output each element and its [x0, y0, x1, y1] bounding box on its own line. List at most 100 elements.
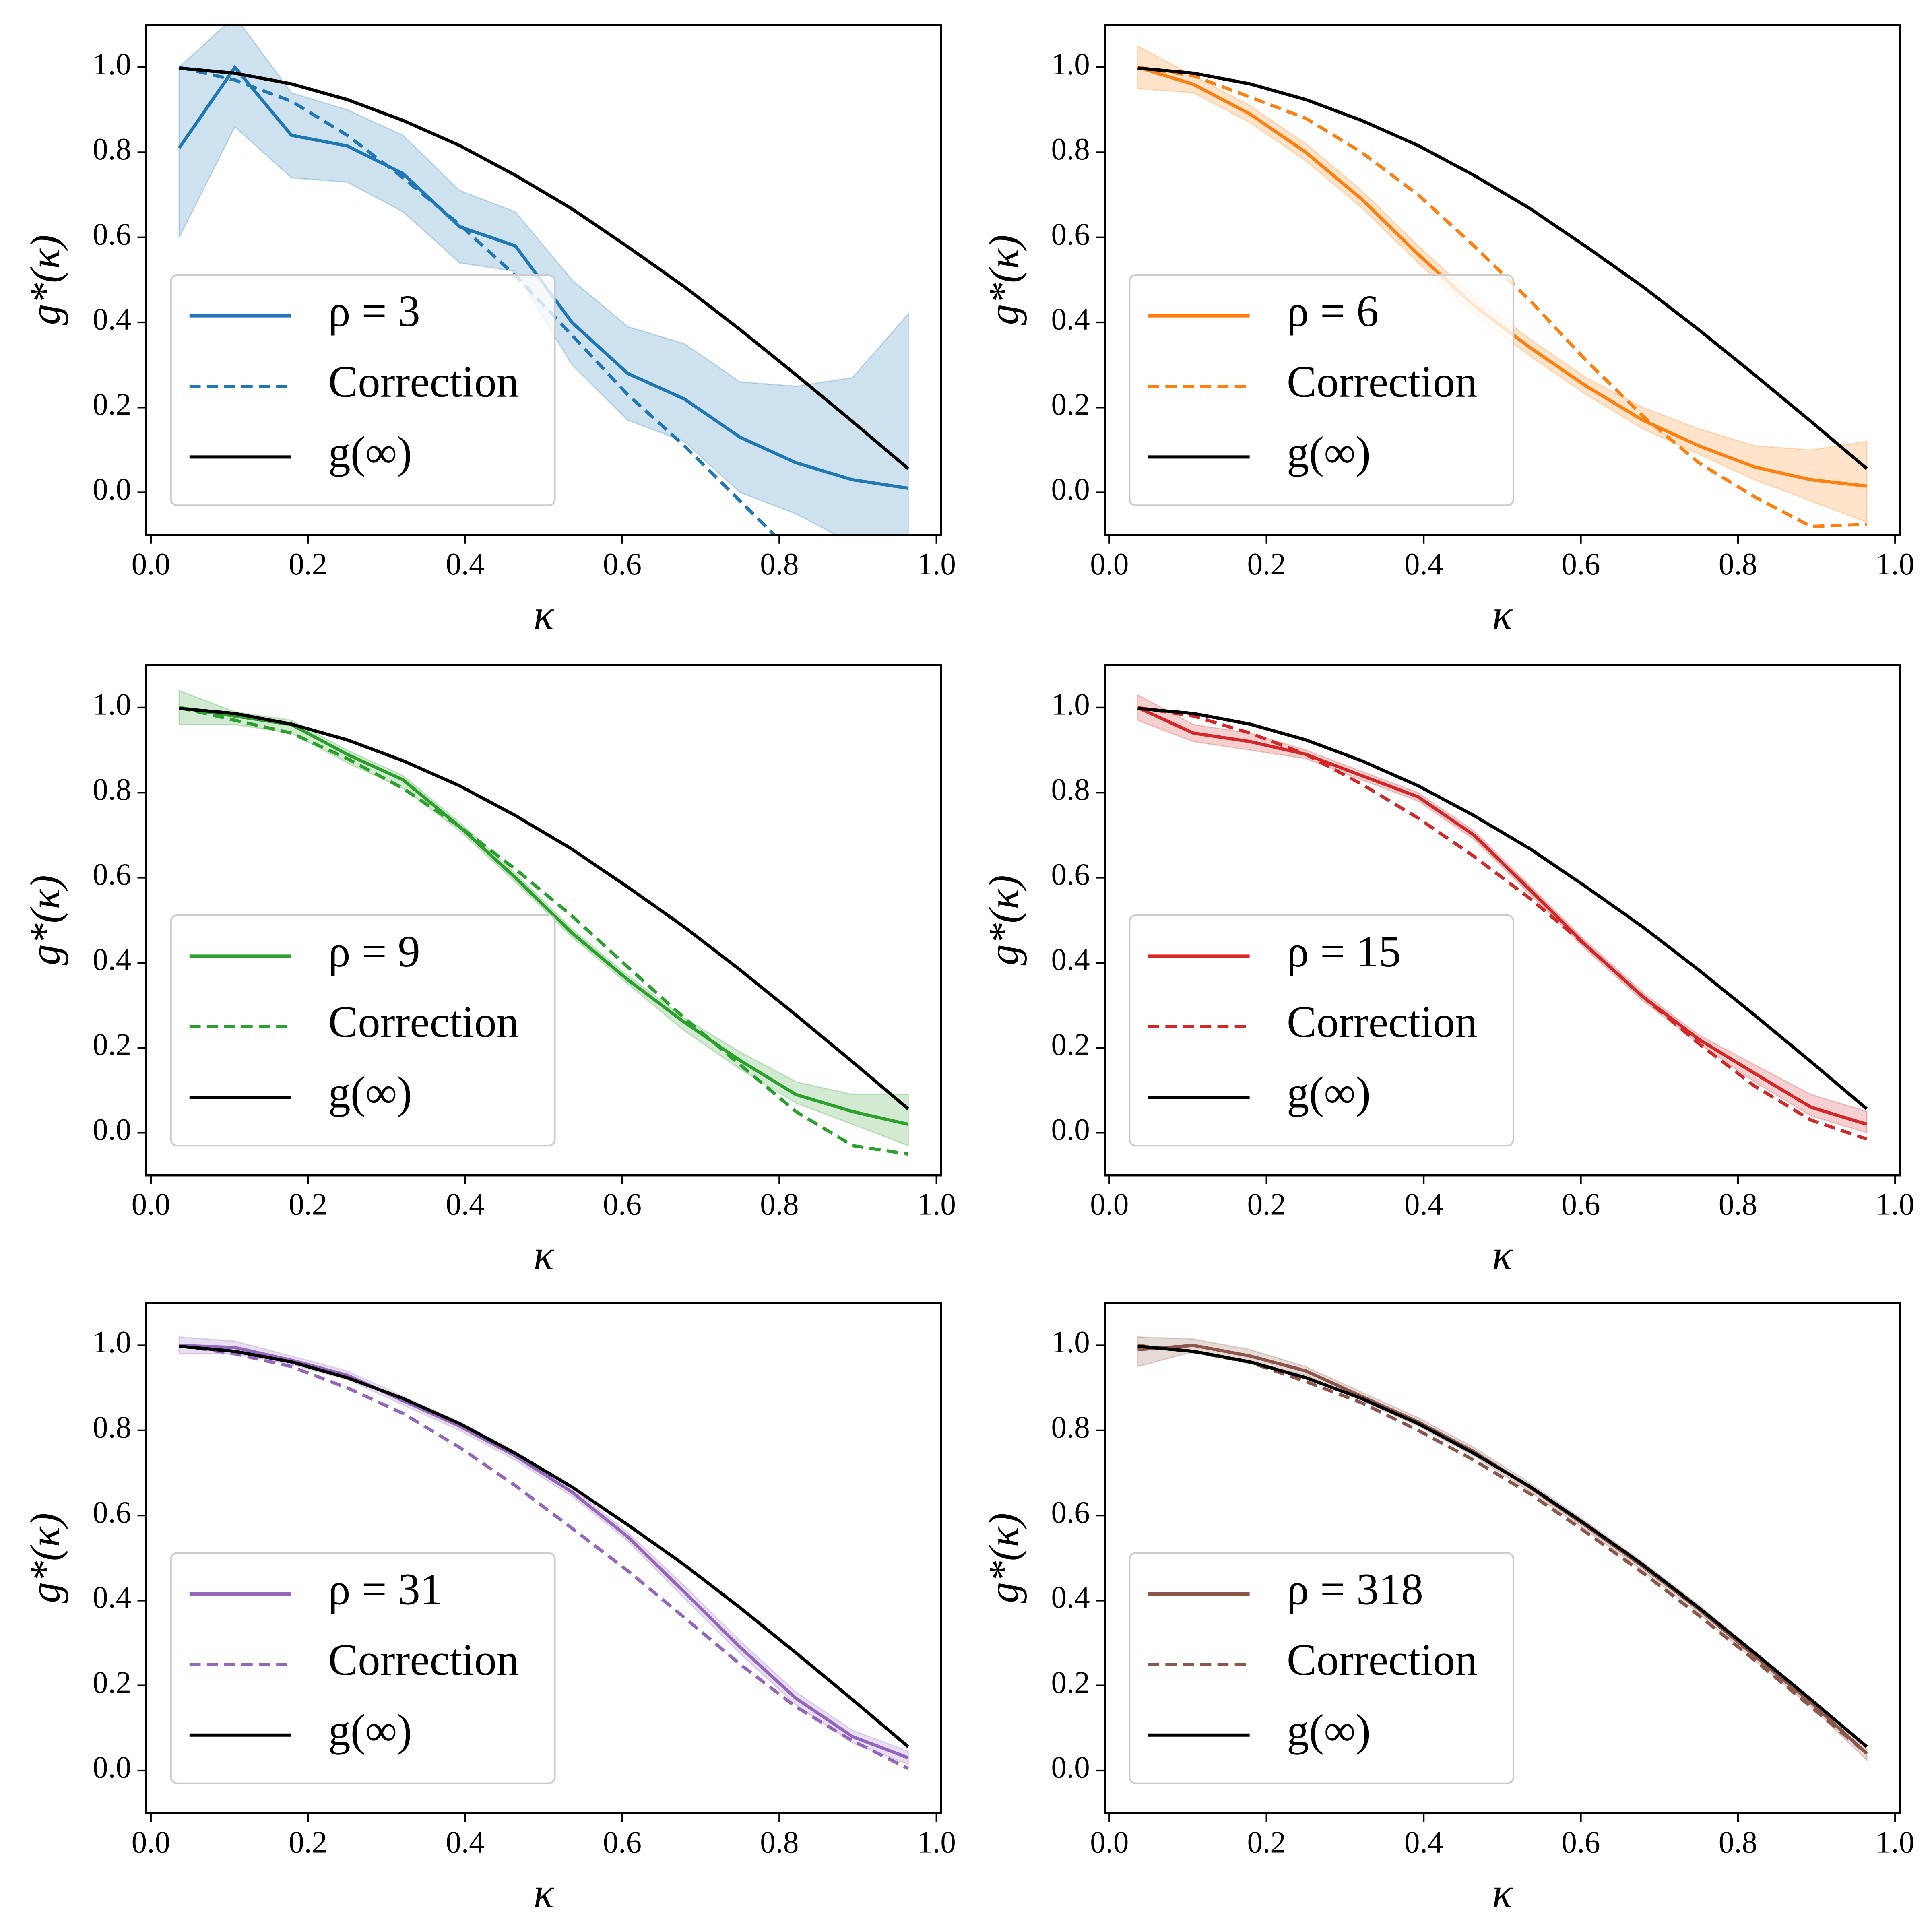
- legend-label: Correction: [328, 997, 519, 1046]
- x-axis-label: κ: [1492, 591, 1513, 638]
- y-tick-label: 1.0: [93, 1325, 131, 1359]
- x-tick-label: 0.0: [1090, 547, 1129, 581]
- x-tick-label: 0.4: [446, 547, 485, 581]
- x-tick-label: 0.6: [603, 547, 642, 581]
- x-tick-label: 0.0: [1090, 1187, 1129, 1222]
- x-tick-label: 1.0: [1876, 1187, 1914, 1222]
- series-line: [179, 1344, 909, 1760]
- legend-label: ρ = 31: [328, 1564, 442, 1614]
- axes-frame: [1104, 24, 1901, 536]
- y-tick-label: 0.4: [1051, 1580, 1090, 1614]
- x-tick-label: 0.4: [1404, 1187, 1443, 1222]
- x-tick-label: 0.2: [289, 1825, 327, 1859]
- legend-label: Correction: [1287, 1635, 1478, 1684]
- y-tick-label: 0.0: [93, 1750, 131, 1785]
- legend-box: [170, 914, 556, 1147]
- plot-area: [178, 689, 910, 1156]
- legend-box: [1129, 914, 1515, 1147]
- legend-label: ρ = 6: [1287, 286, 1379, 336]
- y-tick-label: 0.8: [93, 772, 131, 807]
- y-tick-label: 0.2: [1051, 387, 1090, 421]
- x-tick-label: 0.4: [446, 1187, 485, 1222]
- series-line: [179, 707, 910, 1110]
- y-tick-label: 0.8: [1051, 132, 1090, 166]
- x-tick-label: 0.2: [1247, 547, 1286, 581]
- x-axis-label: κ: [534, 1232, 555, 1278]
- x-tick-label: 0.0: [132, 547, 170, 581]
- x-tick-label: 0.0: [1090, 1825, 1129, 1859]
- x-tick-label: 1.0: [917, 1187, 956, 1222]
- y-tick-label: 1.0: [1051, 47, 1090, 81]
- y-tick-label: 0.8: [93, 1410, 131, 1445]
- x-tick-label: 1.0: [917, 1825, 956, 1859]
- y-tick-label: 0.0: [1051, 1112, 1090, 1147]
- x-tick-label: 0.8: [760, 547, 799, 581]
- legend-box: [1129, 1552, 1515, 1784]
- legend-label: g(∞): [328, 1068, 412, 1117]
- legend-label: ρ = 318: [1287, 1564, 1423, 1614]
- series-line: [1137, 707, 1868, 1110]
- y-tick-label: 1.0: [93, 47, 131, 81]
- series-line: [1137, 706, 1868, 1126]
- x-tick-label: 0.6: [603, 1825, 642, 1859]
- x-tick-label: 0.8: [1719, 547, 1757, 581]
- x-tick-label: 0.0: [132, 1825, 170, 1859]
- y-tick-label: 0.6: [1051, 1495, 1090, 1530]
- y-tick-label: 0.2: [1051, 1027, 1090, 1062]
- y-axis-label: g*(κ): [22, 235, 68, 325]
- y-tick-label: 0.0: [1051, 1750, 1090, 1785]
- x-tick-label: 0.8: [1719, 1825, 1757, 1859]
- y-tick-label: 0.0: [93, 1112, 131, 1147]
- x-tick-label: 0.8: [1719, 1187, 1757, 1222]
- y-tick-label: 0.6: [1051, 857, 1090, 892]
- y-tick-label: 0.8: [93, 132, 131, 166]
- x-tick-label: 0.6: [603, 1187, 642, 1222]
- confidence-band: [178, 1336, 909, 1765]
- axes-frame: [1104, 664, 1901, 1177]
- y-tick-label: 0.2: [93, 1027, 131, 1062]
- y-axis-label: g*(κ): [980, 1513, 1027, 1603]
- y-tick-label: 0.4: [93, 302, 131, 336]
- y-tick-label: 0.4: [93, 942, 131, 976]
- y-tick-label: 0.0: [93, 472, 131, 506]
- legend-label: ρ = 9: [328, 927, 420, 976]
- x-axis-label: κ: [534, 1870, 555, 1916]
- legend-box: [170, 274, 556, 506]
- y-tick-label: 0.6: [93, 1495, 131, 1530]
- x-axis-label: κ: [1492, 1870, 1513, 1916]
- x-tick-label: 0.0: [132, 1187, 170, 1222]
- y-tick-label: 0.4: [1051, 302, 1090, 336]
- x-axis-label: κ: [1492, 1232, 1513, 1278]
- series-line: [179, 1344, 910, 1748]
- plot-area: [1137, 1336, 1868, 1762]
- x-tick-label: 0.2: [1247, 1825, 1286, 1859]
- y-tick-label: 0.6: [93, 217, 131, 251]
- y-tick-label: 0.6: [93, 857, 131, 892]
- y-axis-label: g*(κ): [22, 875, 68, 966]
- axes-frame: [1104, 1302, 1901, 1814]
- series-line: [179, 706, 909, 1126]
- plot-area: [178, 1336, 910, 1770]
- legend-box: [170, 1552, 556, 1784]
- legend-label: g(∞): [328, 1705, 412, 1755]
- y-axis-label: g*(κ): [980, 235, 1027, 325]
- x-tick-label: 0.2: [1247, 1187, 1286, 1222]
- x-tick-label: 0.4: [446, 1825, 485, 1859]
- series-line: [179, 1344, 909, 1770]
- y-tick-label: 0.8: [1051, 772, 1090, 807]
- legend-label: ρ = 3: [328, 286, 420, 336]
- series-line: [1137, 706, 1868, 1141]
- y-tick-label: 1.0: [93, 687, 131, 722]
- legend-label: g(∞): [328, 427, 412, 477]
- y-tick-label: 0.2: [93, 387, 131, 421]
- axes-frame: [145, 24, 942, 536]
- y-tick-label: 0.6: [1051, 217, 1090, 251]
- y-tick-label: 0.4: [93, 1580, 131, 1614]
- series-line: [1137, 66, 1867, 528]
- legend-label: g(∞): [1287, 1705, 1371, 1755]
- legend-label: Correction: [328, 357, 519, 406]
- series-line: [179, 706, 909, 1156]
- y-axis-label: g*(κ): [980, 875, 1027, 965]
- series-line: [1137, 66, 1868, 470]
